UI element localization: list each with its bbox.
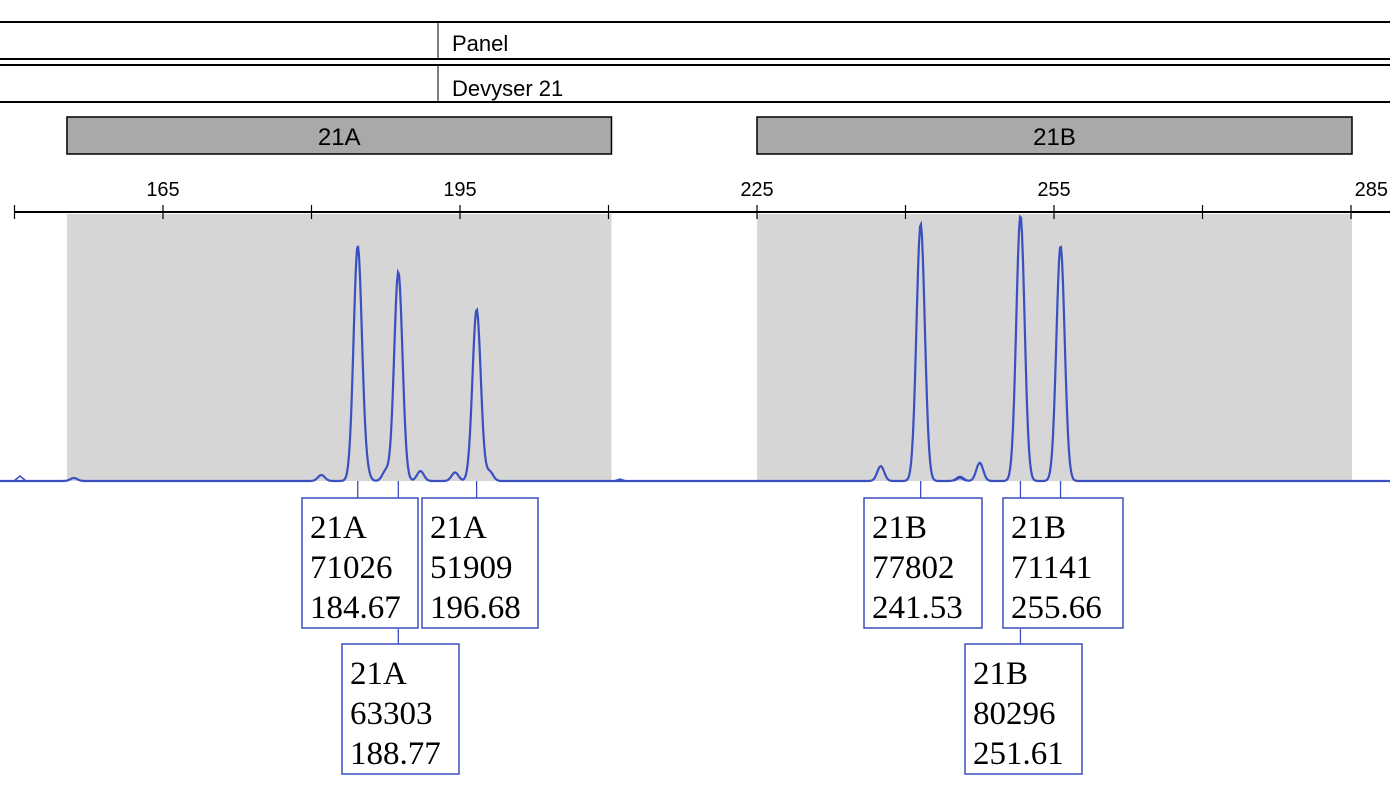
marker-bin-21A xyxy=(66,214,612,481)
peak-label-box xyxy=(341,643,460,775)
peak-label-height: 51909 xyxy=(430,550,513,586)
peak-label-size: 196.68 xyxy=(430,590,521,626)
peak-label-height: 71026 xyxy=(310,550,393,586)
peak-label-marker: 21B xyxy=(1011,510,1066,546)
peak-label-height: 80296 xyxy=(973,696,1056,732)
marker-bar-21A xyxy=(66,116,613,155)
peak-label-size: 241.53 xyxy=(872,590,963,626)
peak-label-height: 63303 xyxy=(350,696,433,732)
peak-label-box xyxy=(964,643,1083,775)
baseline-noise-1 xyxy=(13,475,27,482)
peak-label-size: 184.67 xyxy=(310,590,401,626)
peak-label-height: 77802 xyxy=(872,550,955,586)
marker-bins xyxy=(66,214,1352,481)
panel-value: Devyser 21 xyxy=(452,76,563,101)
axis-tick-label-165: 165 xyxy=(146,179,179,201)
peak-label-box xyxy=(863,497,983,629)
peak-labels: 21A 71026 184.67 21A 63303 188.77 21A 51909 196.… xyxy=(301,481,1124,775)
peak-label-size: 188.77 xyxy=(350,736,441,772)
trace-layer xyxy=(0,214,1390,483)
peak-label-marker: 21B xyxy=(973,656,1028,692)
axis-tick-label-225: 225 xyxy=(740,179,773,201)
peak-label-marker: 21B xyxy=(872,510,927,546)
peak-label-box xyxy=(1002,497,1124,629)
marker-name-21A: 21A xyxy=(318,124,361,151)
panel-header: Panel Devyser 21 xyxy=(0,21,1390,103)
peak-label-marker: 21A xyxy=(310,510,367,546)
marker-bars: 21A 21B xyxy=(66,116,1353,155)
axis-tick-label-255: 255 xyxy=(1037,179,1070,201)
peak-label-size: 255.66 xyxy=(1011,590,1102,626)
panel-label: Panel xyxy=(452,31,508,56)
axis-tick-label-285: 285 xyxy=(1355,179,1388,201)
trace-line xyxy=(0,214,1390,483)
baseline-noise-2 xyxy=(613,478,627,482)
marker-bin-21B xyxy=(757,214,1352,481)
peak-label-box xyxy=(301,497,419,629)
peak-label-marker: 21A xyxy=(430,510,487,546)
peak-label-marker: 21A xyxy=(350,656,407,692)
axis-tick-label-195: 195 xyxy=(443,179,476,201)
peak-label-box xyxy=(421,497,539,629)
marker-name-21B: 21B xyxy=(1033,124,1076,151)
peak-label-size: 251.61 xyxy=(973,736,1064,772)
marker-bar-21B xyxy=(756,116,1353,155)
baseline-noise-3 xyxy=(953,477,967,482)
size-axis: 165 195 225 255 285 xyxy=(13,179,1390,219)
peak-label-height: 71141 xyxy=(1011,550,1092,586)
